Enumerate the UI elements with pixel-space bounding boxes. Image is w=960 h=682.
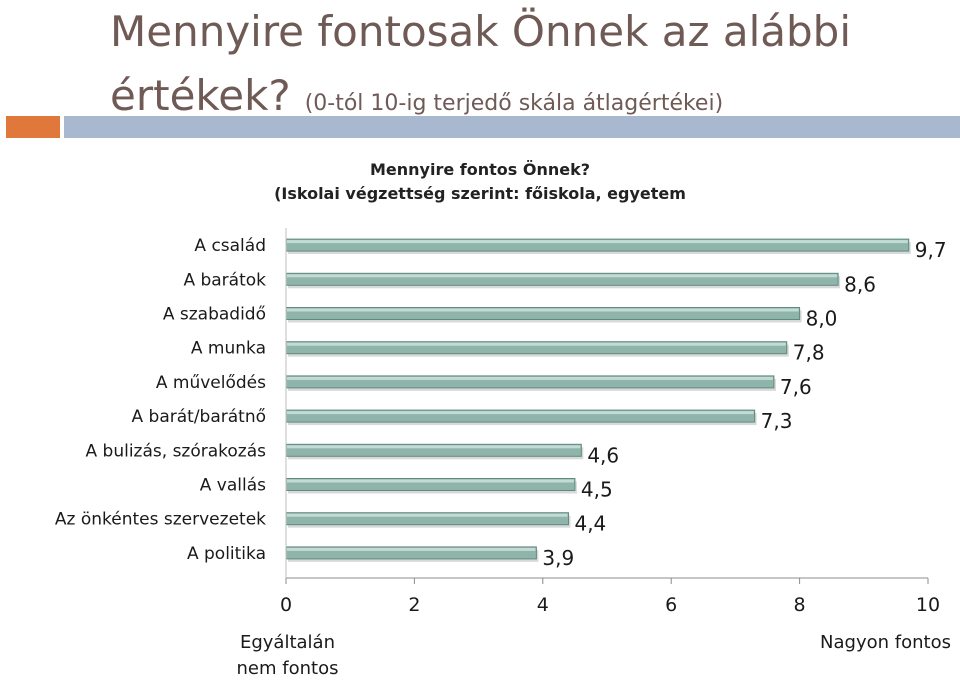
category-label: A barát/barátnő	[132, 407, 267, 427]
bar-highlight	[287, 513, 568, 517]
value-label: 7,6	[780, 375, 812, 399]
category-label: A szabadidő	[163, 305, 266, 325]
category-label: A vallás	[200, 476, 266, 496]
value-label: 3,9	[542, 546, 574, 570]
chart-title-line: Mennyire fontos Önnek?	[369, 160, 590, 179]
bar-highlight	[287, 240, 908, 244]
x-tick-label: 0	[280, 594, 292, 616]
accent-bar-blue	[64, 116, 960, 138]
x-tick-label: 10	[916, 594, 940, 616]
value-label: 9,7	[915, 238, 947, 262]
chart-title-line: (Iskolai végzettség szerint: főiskola, e…	[274, 184, 686, 203]
x-max-label: Nagyon fontos	[820, 632, 951, 653]
value-label: 4,6	[587, 443, 619, 467]
value-label: 7,8	[793, 341, 825, 365]
value-label: 4,5	[581, 478, 613, 502]
x-tick-label: 8	[794, 594, 806, 616]
bar-highlight	[287, 308, 799, 312]
value-label: 4,4	[574, 512, 606, 536]
bar-highlight	[287, 547, 536, 551]
bar-highlight	[287, 411, 754, 415]
bar-highlight	[287, 274, 838, 278]
category-label: A család	[194, 236, 266, 256]
value-label: 7,3	[761, 409, 793, 433]
x-tick-label: 2	[408, 594, 420, 616]
bar-highlight	[287, 376, 773, 380]
accent-bar-orange	[6, 116, 60, 138]
slide-title-main: Mennyire fontosak Önnek az alábbi értéke…	[110, 7, 852, 120]
chart-title: Mennyire fontos Önnek? (Iskolai végzettsé…	[200, 158, 760, 206]
x-tick-label: 6	[665, 594, 677, 616]
category-label: A művelődés	[156, 373, 266, 393]
x-tick-label: 4	[537, 594, 549, 616]
x-min-label: Egyáltalán nem fontos	[236, 632, 339, 679]
category-label: A barátok	[183, 270, 266, 290]
category-label: A bulizás, szórakozás	[86, 441, 267, 461]
bar-highlight	[287, 342, 786, 346]
value-label: 8,6	[844, 272, 876, 296]
category-label: Az önkéntes szervezetek	[55, 510, 266, 530]
category-label: A politika	[187, 544, 266, 564]
slide-title: Mennyire fontosak Önnek az alábbi értéke…	[110, 0, 950, 136]
bar-highlight	[287, 479, 574, 483]
value-label: 8,0	[806, 307, 838, 331]
slide-title-sub: (0-tól 10-ig terjedő skála átlagértékei)	[304, 91, 724, 116]
bar-highlight	[287, 445, 581, 449]
category-label: A munka	[191, 339, 266, 359]
